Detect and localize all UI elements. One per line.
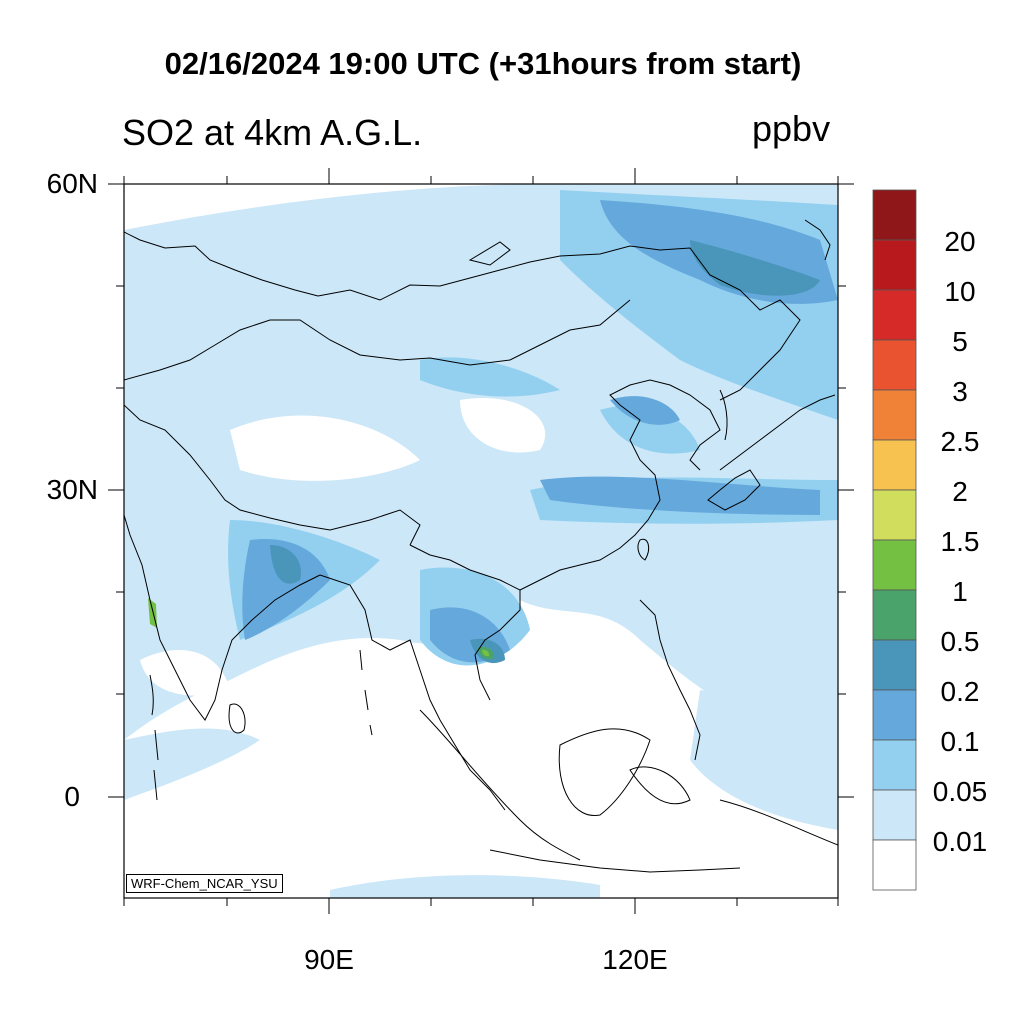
colorbar-label: 10 xyxy=(944,276,976,307)
lat-label-0: 0 xyxy=(64,781,80,812)
axis-ticks xyxy=(108,168,854,914)
colorbar-swatch xyxy=(872,839,917,891)
lon-label-120e: 120E xyxy=(602,944,668,975)
colorbar-label: 0.5 xyxy=(940,626,980,657)
colorbar-label: 2 xyxy=(952,476,968,507)
coastlines-and-borders xyxy=(124,219,838,873)
colorbar-label: 0.01 xyxy=(932,826,988,857)
map-title: 02/16/2024 19:00 UTC (+31hours from star… xyxy=(164,46,802,81)
map-frame xyxy=(123,183,839,899)
colorbar-label: 0.2 xyxy=(940,676,980,707)
colorbar-swatch xyxy=(872,339,917,391)
colorbar-label: 1 xyxy=(952,576,968,607)
colorbar-swatch xyxy=(872,589,917,641)
units-label: ppbv xyxy=(752,108,831,149)
colorbar-swatch xyxy=(872,439,917,491)
colorbar-swatch xyxy=(872,639,917,691)
colorbar-swatch xyxy=(872,489,917,541)
colorbar-swatch xyxy=(872,689,917,741)
colorbar-label: 20 xyxy=(944,226,976,257)
model-credit-label: WRF-Chem_NCAR_YSU xyxy=(126,874,283,893)
colorbar-label: 2.5 xyxy=(940,426,980,457)
colorbar-swatch xyxy=(872,289,917,341)
colorbar-label: 3 xyxy=(952,376,968,407)
lat-label-60n: 60N xyxy=(46,168,98,199)
colorbar-swatch xyxy=(872,239,917,291)
colorbar-swatch xyxy=(872,189,917,241)
lon-label-90e: 90E xyxy=(304,944,354,975)
colorbar-swatch xyxy=(872,539,917,591)
colorbar-swatch xyxy=(872,739,917,791)
colorbar-label: 1.5 xyxy=(940,526,980,557)
colorbar-label: 0.05 xyxy=(932,776,988,807)
colorbar-label: 5 xyxy=(952,326,968,357)
variable-label: SO2 at 4km A.G.L. xyxy=(122,112,423,153)
colorbar-label: 0.1 xyxy=(940,726,980,757)
colorbar-swatch xyxy=(872,389,917,441)
colorbar-swatch xyxy=(872,789,917,841)
lat-label-30n: 30N xyxy=(46,474,98,505)
so2-field xyxy=(124,184,838,898)
colorbar xyxy=(872,189,917,891)
